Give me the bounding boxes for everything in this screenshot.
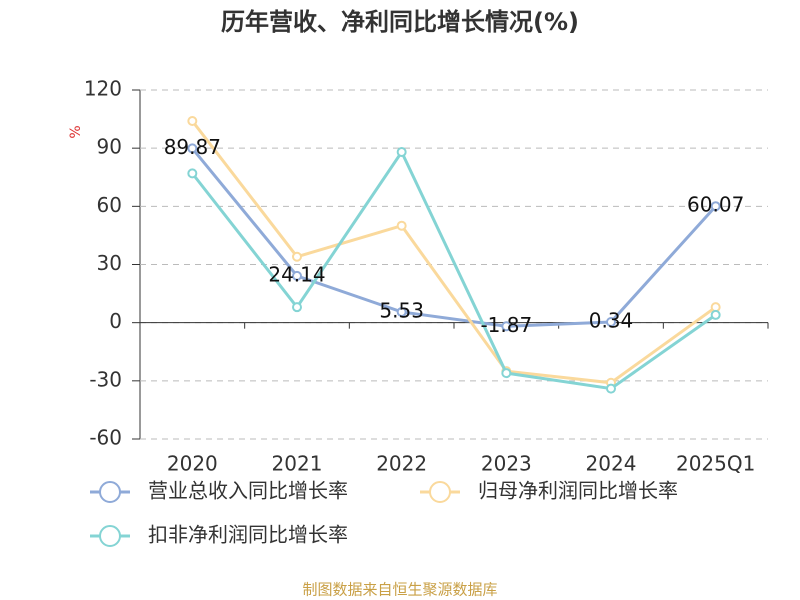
data-label: 60.07 <box>687 193 744 217</box>
series-line <box>191 149 717 391</box>
data-label: 89.87 <box>164 135 221 159</box>
x-tick-label: 2023 <box>481 452 532 476</box>
data-label: 5.53 <box>379 298 424 322</box>
data-label: 0.34 <box>589 309 634 333</box>
point <box>501 368 512 379</box>
point <box>292 251 302 262</box>
point <box>501 321 512 332</box>
x-tick-label: 2022 <box>376 452 427 476</box>
point <box>292 302 302 313</box>
y-tick-label: 0 <box>109 309 122 333</box>
point <box>187 116 198 127</box>
point <box>396 306 407 317</box>
point <box>396 220 407 231</box>
x-tick-label: 2020 <box>167 452 218 476</box>
y-tick-label: -60 <box>89 426 122 450</box>
data-label: -1.87 <box>480 313 532 337</box>
point <box>710 201 721 212</box>
y-tick-label: -30 <box>89 367 122 391</box>
point <box>606 383 616 394</box>
y-axis-label: % <box>68 125 84 138</box>
y-tick-label: 60 <box>97 193 122 217</box>
series-line <box>191 147 717 328</box>
legend-label: 营业总收入同比增长率 <box>148 479 348 503</box>
legend-label: 归母净利润同比增长率 <box>478 479 678 503</box>
x-tick-label: 2025Q1 <box>676 452 755 476</box>
y-tick-label: 90 <box>97 135 122 159</box>
point <box>606 317 616 328</box>
point <box>396 147 407 158</box>
source-note: 制图数据来自恒生聚源数据库 <box>302 581 497 599</box>
legend-label: 扣非净利润同比增长率 <box>148 523 348 547</box>
point <box>187 143 198 154</box>
legend-marker <box>99 481 121 503</box>
y-tick-label: 30 <box>97 251 122 275</box>
chart-title: 历年营收、净利同比增长情况(%) <box>221 8 579 36</box>
legend-marker <box>99 525 121 547</box>
point <box>187 168 198 179</box>
point <box>292 270 302 281</box>
y-tick-label: 120 <box>84 77 122 101</box>
x-tick-label: 2021 <box>272 452 323 476</box>
series-line <box>191 120 717 385</box>
point <box>710 309 721 320</box>
data-label: 24.14 <box>268 262 325 286</box>
x-tick-label: 2024 <box>586 452 637 476</box>
legend-marker <box>429 481 451 503</box>
